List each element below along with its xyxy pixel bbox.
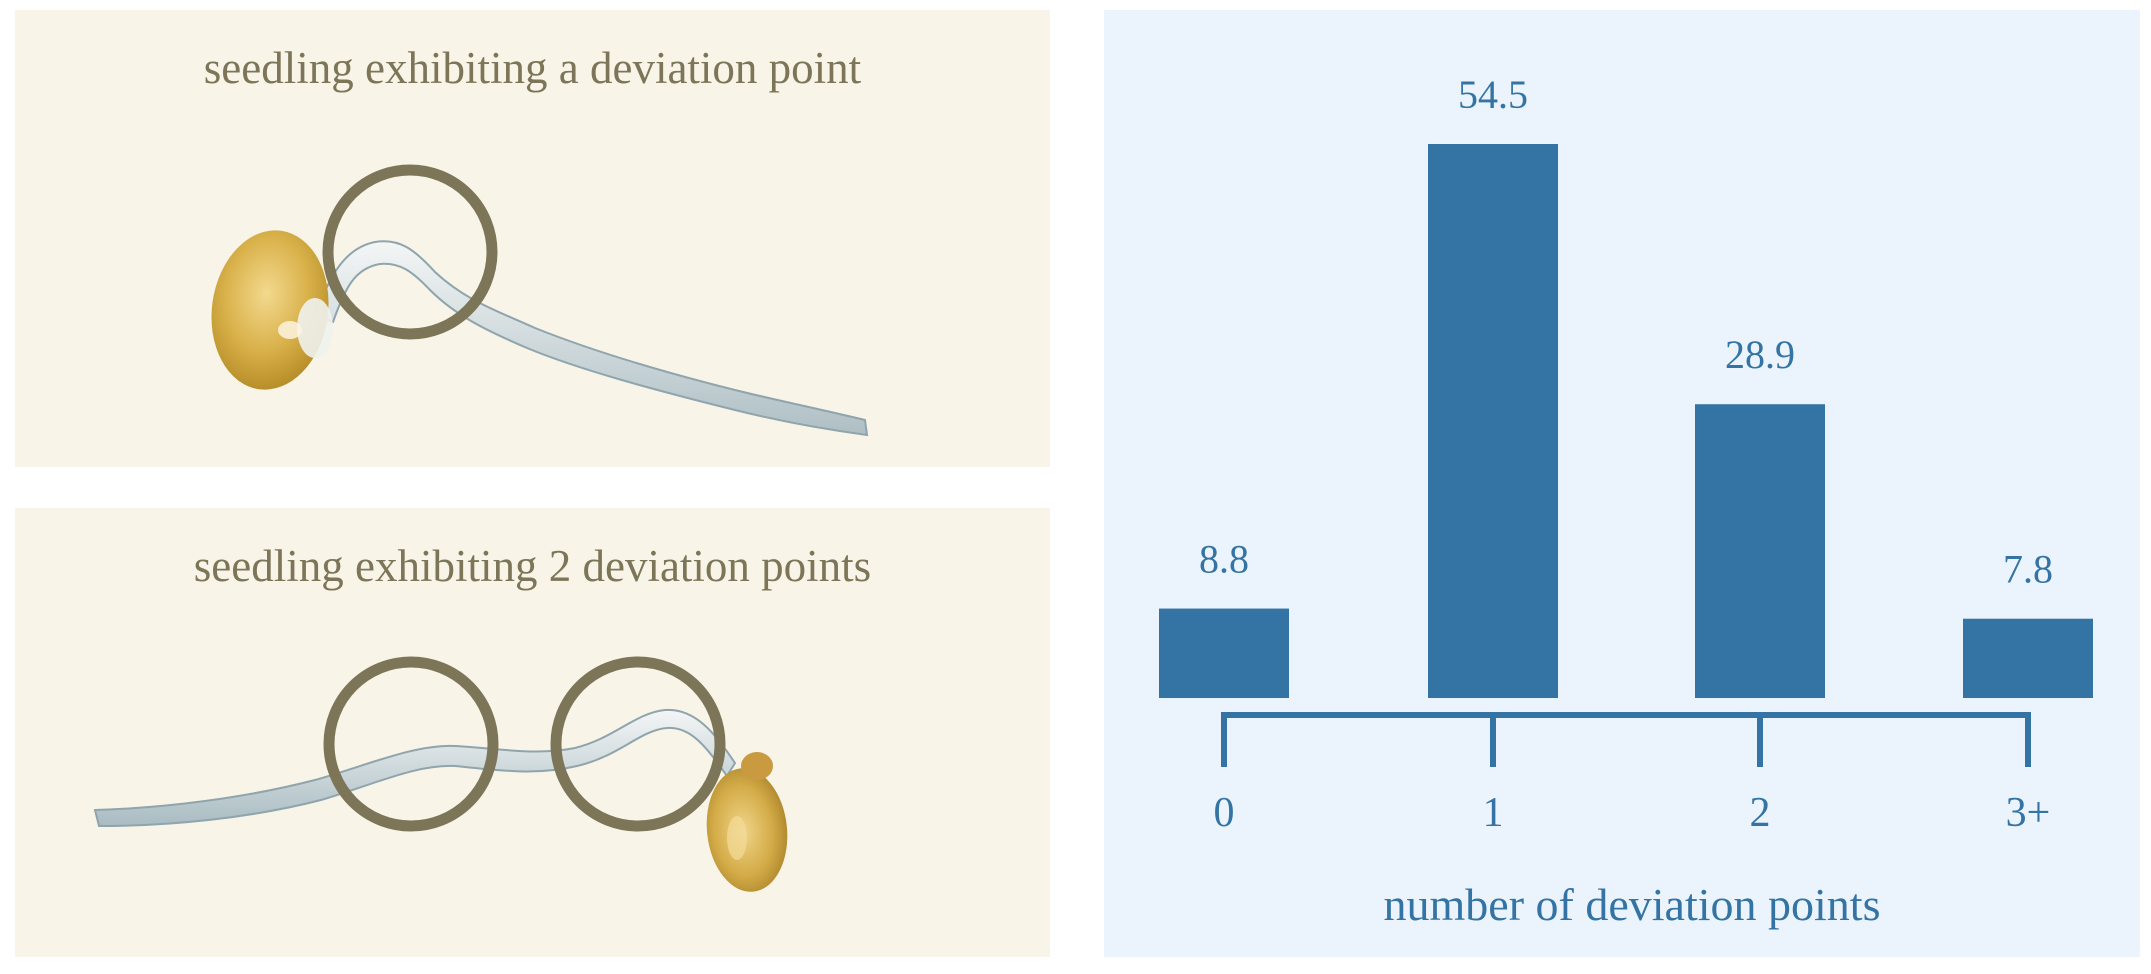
bar-labels-group: 8.8 54.5 28.9 7.8	[1199, 72, 2053, 592]
panel-caption: seedling exhibiting a deviation point	[203, 43, 862, 93]
bar-3+	[1963, 618, 2093, 698]
seedling-shoot	[93, 708, 737, 828]
deviation-point-circle	[323, 656, 499, 832]
seed-icon	[706, 752, 788, 892]
panel-caption: seedling exhibiting 2 deviation points	[193, 541, 872, 591]
bar-value-label: 7.8	[2003, 547, 2053, 592]
bar-0	[1159, 608, 1289, 698]
x-tick-label: 3+	[2006, 790, 2051, 836]
bar-1	[1428, 144, 1558, 698]
seedling-one-point-photo	[211, 164, 869, 437]
x-tick-label: 0	[1214, 790, 1235, 836]
seedling-one-point-panel: seedling exhibiting a deviation point	[15, 10, 1050, 467]
x-axis	[1221, 712, 2031, 767]
bars-group	[1159, 144, 2093, 698]
bar-chart: 8.8 54.5 28.9 7.8 0 1 2 3+ number of deviation…	[1104, 10, 2140, 957]
bar-value-label: 8.8	[1199, 537, 1249, 582]
seedling-two-points-panel: seedling exhibiting 2 deviation points	[15, 508, 1050, 957]
x-tick-label: 1	[1483, 790, 1504, 836]
bar-2	[1695, 404, 1825, 698]
x-axis-label: number of deviation points	[1384, 879, 1881, 930]
deviation-point-circle	[322, 164, 498, 340]
x-tick-labels: 0 1 2 3+	[1214, 790, 2051, 836]
deviation-point-circle	[550, 656, 726, 832]
seed-icon	[211, 230, 333, 390]
bar-value-label: 28.9	[1725, 332, 1795, 377]
bar-chart-svg: 8.8 54.5 28.9 7.8 0 1 2 3+ number of deviation…	[1159, 72, 2093, 930]
x-tick-label: 2	[1750, 790, 1771, 836]
seedling-shoot	[313, 240, 869, 437]
bar-value-label: 54.5	[1458, 72, 1528, 117]
seedling-two-points-photo	[93, 656, 788, 892]
